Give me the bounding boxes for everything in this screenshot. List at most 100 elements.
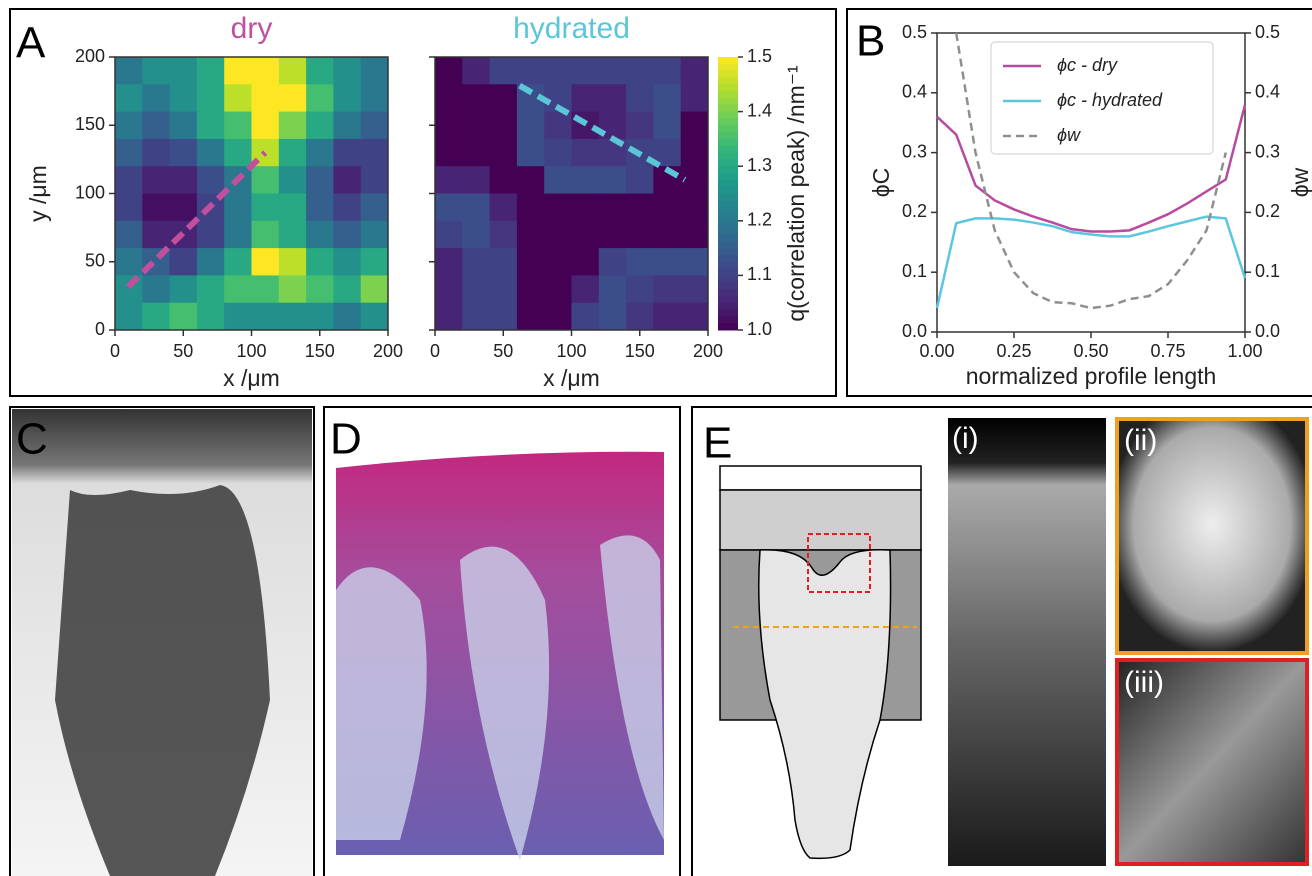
heatmap-cell — [599, 166, 627, 194]
y-tick-label: 0.5 — [902, 22, 927, 42]
heatmap-cell — [279, 112, 307, 140]
chart-title: hydrated — [513, 12, 630, 45]
heatmap-cell — [517, 221, 545, 249]
heatmap-cell — [224, 84, 252, 112]
heatmap-cell — [115, 139, 143, 167]
chart-title: dry — [231, 12, 273, 45]
heatmap-cell — [599, 303, 627, 331]
colorbar-tick-label: 1.0 — [747, 319, 772, 339]
heatmap-cell — [142, 139, 170, 167]
heatmap-cell — [544, 248, 572, 276]
y2-tick-label: 0.1 — [1255, 261, 1280, 281]
y-axis-label: y /μm — [25, 165, 51, 222]
heatmap-cell — [544, 221, 572, 249]
heatmap-cell — [306, 275, 334, 303]
x-axis-label: normalized profile length — [966, 363, 1217, 389]
heatmap-cell — [626, 84, 654, 112]
colorbar-segment — [718, 125, 738, 132]
heatmap-cell — [517, 139, 545, 167]
heatmap-cell — [115, 248, 143, 276]
heatmap-cell — [544, 194, 572, 222]
heatmap-cell — [681, 84, 709, 112]
heatmap-cell — [544, 303, 572, 331]
heatmap-cell — [142, 303, 170, 331]
heatmap-cell — [490, 303, 518, 331]
heatmap-cell — [462, 248, 490, 276]
colorbar-segment — [718, 323, 738, 330]
y-tick-label: 150 — [75, 114, 105, 134]
heatmap-cell — [572, 166, 600, 194]
heatmap-cell — [361, 57, 389, 85]
colorbar-segment — [718, 57, 738, 64]
heatmap-cell — [490, 139, 518, 167]
colorbar-segment — [718, 77, 738, 84]
heatmap-cell — [361, 166, 389, 194]
heatmap-cell — [224, 194, 252, 222]
heatmap-cell — [490, 248, 518, 276]
panel-label: D — [330, 415, 362, 464]
heatmap-cell — [572, 57, 600, 85]
heatmap-cell — [333, 221, 361, 249]
heatmap-cell — [115, 221, 143, 249]
heatmap-cell — [544, 275, 572, 303]
x-tick-label: 0 — [430, 341, 440, 361]
y-tick-label: 0.3 — [902, 141, 927, 161]
x-tick-label: 1.00 — [1227, 341, 1262, 361]
heatmap-cell — [306, 194, 334, 222]
heatmap-cell — [224, 275, 252, 303]
heatmap-cell — [361, 303, 389, 331]
heatmap-cell — [224, 112, 252, 140]
colorbar-segment — [718, 91, 738, 98]
colorbar-segment — [718, 180, 738, 187]
colorbar-segment — [718, 214, 738, 221]
heatmap-cell — [462, 221, 490, 249]
heatmap-cell — [279, 194, 307, 222]
colorbar-segment — [718, 64, 738, 71]
colorbar-segment — [718, 105, 738, 112]
heatmap-cell — [279, 221, 307, 249]
y2-tick-label: 0.4 — [1255, 82, 1280, 102]
heatmap-cell — [142, 275, 170, 303]
heatmap-cell — [224, 139, 252, 167]
heatmap-cell — [279, 248, 307, 276]
schematic-layer — [720, 490, 921, 550]
heatmap-cell — [197, 57, 225, 85]
panel-label: E — [703, 419, 732, 468]
heatmap-cell — [681, 57, 709, 85]
heatmap-cell — [435, 139, 463, 167]
heatmap-cell — [306, 139, 334, 167]
heatmap-cell — [626, 194, 654, 222]
heatmap-cell — [544, 112, 572, 140]
y-tick-label: 0.0 — [902, 321, 927, 341]
heatmap-cell — [626, 248, 654, 276]
heatmap-cell — [361, 275, 389, 303]
colorbar-segment — [718, 221, 738, 228]
heatmap-cell — [333, 275, 361, 303]
heatmap-cell — [681, 139, 709, 167]
y2-tick-label: 0.2 — [1255, 201, 1280, 221]
colorbar-segment — [718, 71, 738, 78]
heatmap-cell — [572, 221, 600, 249]
colorbar-label: q(correlation peak) /nm⁻¹ — [783, 65, 809, 322]
heatmap-cell — [224, 221, 252, 249]
colorbar-segment — [718, 187, 738, 194]
y-tick-label: 0 — [95, 319, 105, 339]
panel-sublabel: (ii) — [1124, 424, 1157, 457]
heatmap-cell — [333, 166, 361, 194]
heatmap-cell — [653, 194, 681, 222]
x-tick-label: 100 — [236, 341, 266, 361]
heatmap-cell — [361, 221, 389, 249]
colorbar-segment — [718, 310, 738, 317]
heatmap-cell — [115, 112, 143, 140]
y2-axis-label: ϕw — [1287, 167, 1312, 197]
colorbar-segment — [718, 166, 738, 173]
legend-label: ϕc - hydrated — [1057, 90, 1163, 110]
panel-label: C — [16, 415, 48, 464]
heatmap-cell — [517, 194, 545, 222]
heatmap-cell — [142, 84, 170, 112]
heatmap-cell — [197, 221, 225, 249]
heatmap-cell — [170, 57, 198, 85]
schematic-tooth — [759, 550, 891, 859]
heatmap-cell — [653, 112, 681, 140]
heatmap-cell — [115, 166, 143, 194]
